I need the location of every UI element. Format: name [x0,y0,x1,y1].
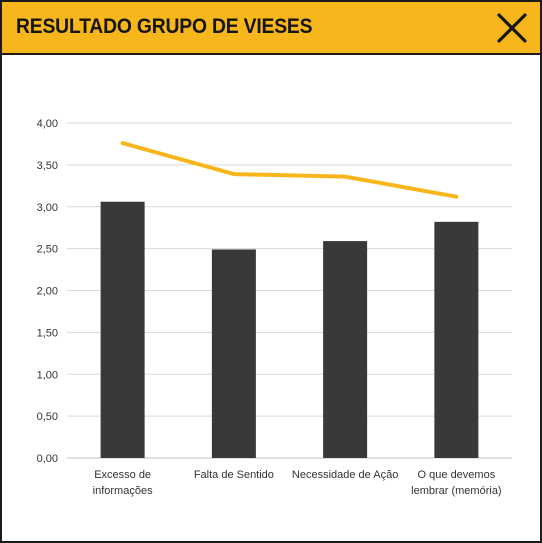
y-tick-label: 1,00 [37,369,58,381]
close-icon[interactable] [494,11,530,45]
x-tick-label: Excesso de [94,469,151,481]
y-tick-label: 1,50 [37,327,58,339]
page-title: RESULTADO GRUPO DE VIESES [16,15,313,38]
series-line [120,141,459,199]
x-tick-label: Falta de Sentido [194,469,274,481]
bar [211,249,256,458]
bar-line-chart: 0,00 0,50 1,00 1,50 2,00 2,50 3,00 3,50 4,00 Exce… [37,118,512,497]
panel-header: RESULTADO GRUPO DE VIESES [2,2,540,55]
x-tick-label: O que devemos [418,469,496,481]
bar [434,221,479,458]
bar [100,201,145,458]
x-tick-label: lembrar (memória) [411,485,501,497]
y-tick-label: 2,00 [37,286,58,298]
y-tick-label: 3,50 [37,160,58,172]
bar [323,241,368,458]
y-tick-label: 2,50 [37,244,58,256]
x-tick-label: informações [93,485,153,497]
y-tick-label: 0,50 [37,411,58,423]
x-tick-label: Necessidade de Ação [292,469,398,481]
y-tick-label: 3,00 [37,202,58,214]
y-tick-label: 4,00 [37,118,58,130]
y-tick-label: 0,00 [37,453,58,465]
